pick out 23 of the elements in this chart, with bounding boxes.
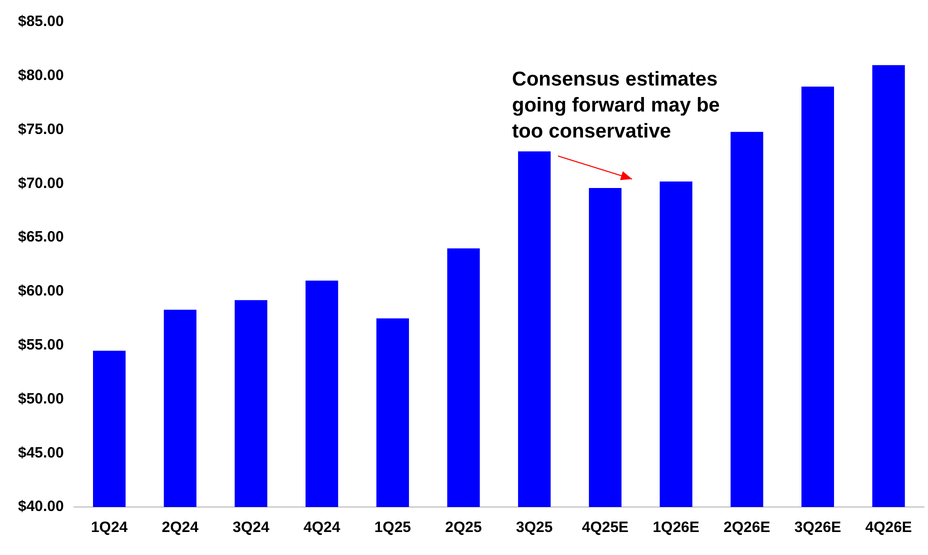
x-tick-label: 3Q24 (232, 519, 270, 536)
x-tick-label: 3Q26E (794, 519, 842, 536)
x-tick-label: 3Q25 (516, 519, 553, 536)
x-tick-label: 2Q25 (445, 519, 482, 536)
x-tick-label: 1Q26E (652, 519, 700, 536)
x-tick-label: 2Q26E (724, 519, 770, 536)
x-tick-label: 2Q24 (162, 519, 200, 536)
x-tick-label: 4Q26E (865, 519, 912, 536)
x-tick-label: 4Q24 (303, 519, 341, 536)
y-tick-label: $85.00 (18, 13, 64, 30)
y-tick-label: $50.00 (18, 390, 64, 408)
x-tick-label: 1Q24 (90, 519, 128, 536)
y-tick-label: $55.00 (18, 336, 64, 354)
x-tick-label: 4Q25E (582, 519, 629, 536)
y-tick-label: $65.00 (18, 228, 64, 246)
y-tick-label: $80.00 (18, 67, 64, 84)
annotation: Consensus estimates going forward may be too conservative (512, 68, 720, 143)
y-tick-label: $60.00 (18, 282, 64, 300)
y-tick-label: $70.00 (18, 174, 64, 192)
y-tick-label: $40.00 (18, 498, 64, 516)
x-tick-label: 1Q25 (374, 519, 412, 536)
y-tick-label: $75.00 (18, 120, 64, 138)
y-tick-label: $45.00 (18, 444, 64, 462)
